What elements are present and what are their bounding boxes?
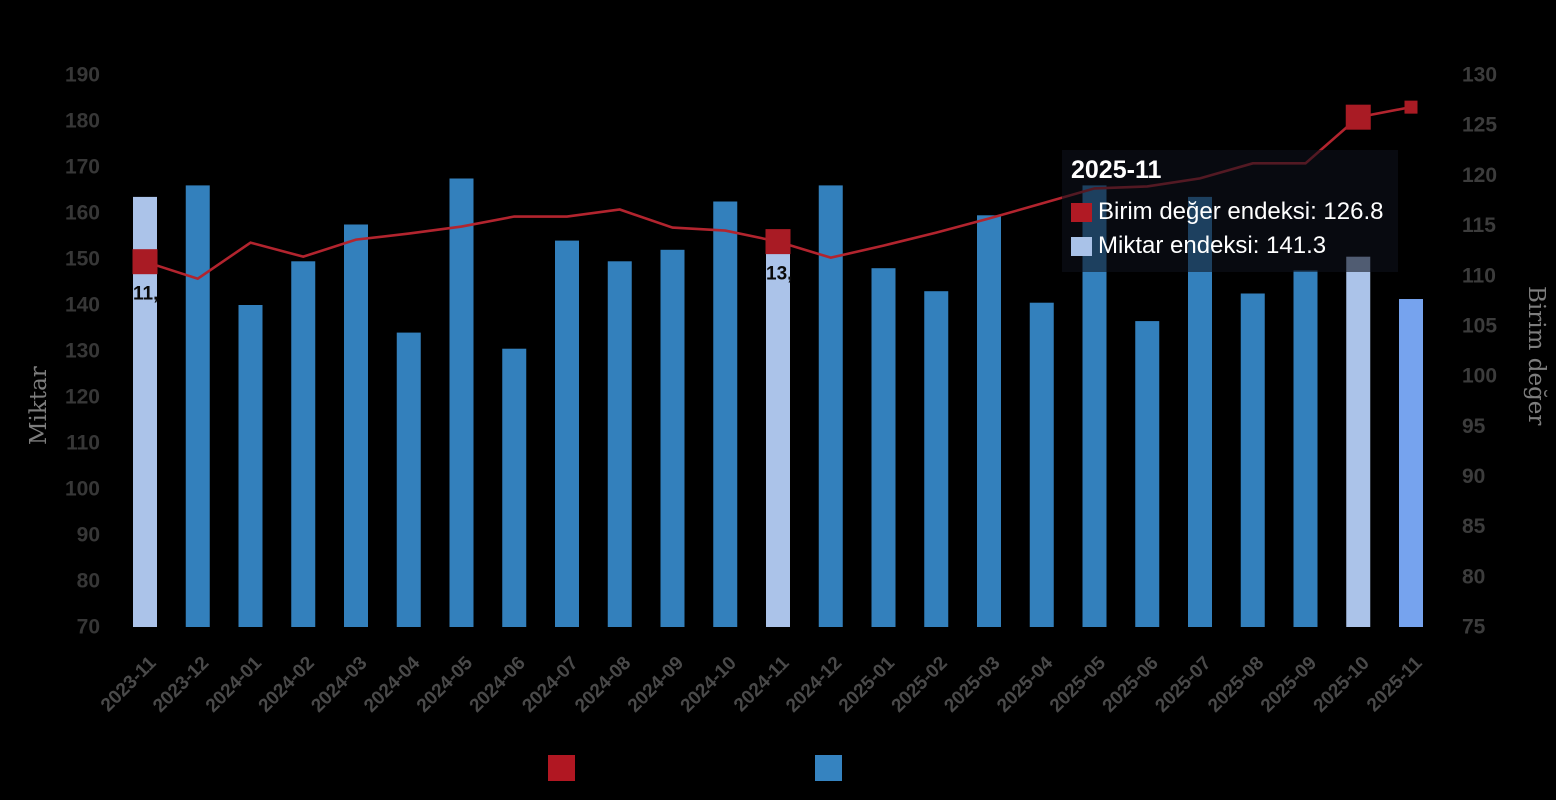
left-axis-tick-label: 170	[65, 156, 100, 179]
bar-2024-06[interactable]	[502, 348, 527, 627]
x-axis-label-2025-07: 2025-07	[1151, 653, 1215, 717]
x-axis-label-2024-12: 2024-12	[782, 653, 846, 717]
x-axis-label-2025-04: 2025-04	[993, 652, 1057, 716]
left-axis-tick-label: 70	[77, 616, 100, 639]
right-axis-tick-label: 105	[1462, 314, 1497, 337]
right-axis-title: Birim değer	[1523, 286, 1549, 426]
bar-2024-12[interactable]	[818, 185, 843, 627]
bar-2023-12[interactable]	[185, 185, 210, 627]
bar-2024-03[interactable]	[344, 224, 368, 628]
x-axis-label-2024-10: 2024-10	[677, 653, 741, 717]
bar-2024-09[interactable]	[660, 249, 685, 628]
bar-2024-07[interactable]	[555, 240, 579, 627]
bar-2025-09[interactable]	[1293, 270, 1318, 628]
x-axis-label-2025-01: 2025-01	[835, 652, 899, 716]
bar-2024-02[interactable]	[291, 261, 316, 627]
bar-2024-08[interactable]	[607, 261, 632, 627]
bar-2024-11[interactable]	[766, 240, 790, 627]
x-axis-label-2025-11: 2025-11	[1363, 652, 1427, 716]
left-axis-tick-label: 120	[65, 386, 100, 409]
bar-2025-01[interactable]	[871, 268, 896, 627]
right-axis-tick-label: 125	[1462, 114, 1497, 137]
x-axis-label-2024-09: 2024-09	[624, 653, 688, 717]
right-axis-tick-label: 130	[1462, 64, 1497, 87]
bar-2025-11[interactable]	[1399, 299, 1423, 627]
right-axis-tick-label: 95	[1462, 415, 1486, 438]
left-axis-tick-label: 140	[65, 294, 100, 317]
x-axis-label-2025-10: 2025-10	[1310, 653, 1374, 717]
line-marker-2025-11[interactable]	[1404, 100, 1418, 114]
right-axis-tick-label: 110	[1462, 264, 1496, 287]
x-axis-label-2024-04: 2024-04	[360, 652, 424, 716]
point-label-2023-11: 11,	[133, 284, 158, 305]
bar-2024-01[interactable]	[238, 305, 263, 627]
x-axis-label-2024-05: 2024-05	[413, 652, 477, 716]
bar-2025-04[interactable]	[1029, 302, 1054, 627]
left-axis-tick-label: 160	[65, 202, 100, 225]
right-axis-tick-label: 85	[1462, 515, 1486, 538]
x-axis-label-2023-12: 2023-12	[149, 653, 213, 717]
x-axis-label-2025-05: 2025-05	[1046, 652, 1110, 716]
x-axis-label-2025-08: 2025-08	[1204, 653, 1268, 717]
right-axis-tick-label: 120	[1462, 164, 1497, 187]
left-axis-tick-label: 130	[65, 340, 100, 363]
x-axis-label-2024-02: 2024-02	[255, 653, 319, 717]
right-axis-tick-label: 90	[1462, 465, 1485, 488]
bar-2025-03[interactable]	[977, 215, 1001, 628]
x-axis-label-2024-07: 2024-07	[518, 653, 582, 717]
x-axis-label-2025-03: 2025-03	[940, 653, 1004, 717]
line-marker-2024-11[interactable]	[765, 229, 791, 255]
x-axis-label-2025-02: 2025-02	[888, 653, 952, 717]
bar-2025-07[interactable]	[1188, 196, 1212, 627]
left-axis-tick-label: 190	[65, 64, 100, 87]
x-axis-label-2024-08: 2024-08	[571, 653, 635, 717]
line-marker-2025-10[interactable]	[1345, 104, 1371, 130]
bar-2025-10[interactable]	[1346, 256, 1371, 627]
left-axis-tick-label: 150	[65, 248, 100, 271]
right-axis-tick-label: 80	[1462, 565, 1485, 588]
left-axis-tick-label: 100	[65, 478, 100, 501]
left-axis-tick-label: 90	[77, 524, 100, 547]
bar-2025-08[interactable]	[1240, 293, 1265, 628]
bar-2024-10[interactable]	[713, 201, 738, 628]
bar-2025-05[interactable]	[1082, 185, 1107, 627]
bar-2024-04[interactable]	[396, 332, 421, 627]
left-axis-tick-label: 110	[66, 432, 100, 455]
right-axis-tick-label: 75	[1462, 616, 1486, 639]
right-axis-tick-label: 100	[1462, 365, 1497, 388]
left-axis-tick-label: 80	[77, 570, 100, 593]
x-axis-label-2023-11: 2023-11	[97, 652, 161, 716]
point-label-2024-11: 13,	[766, 264, 792, 285]
x-axis-label-2024-11: 2024-11	[730, 652, 794, 716]
x-axis-label-2025-06: 2025-06	[1099, 653, 1163, 717]
x-axis-label-2024-01: 2024-01	[202, 652, 266, 716]
bar-2024-05[interactable]	[449, 178, 474, 628]
x-axis-label-2024-06: 2024-06	[466, 653, 530, 717]
right-axis-tick-label: 115	[1462, 214, 1496, 237]
x-axis-label-2025-09: 2025-09	[1257, 653, 1321, 717]
bar-2025-02[interactable]	[924, 291, 949, 627]
legend-swatch-quantity[interactable]	[815, 755, 842, 781]
line-marker-2023-11[interactable]	[132, 249, 158, 275]
x-axis-label-2024-03: 2024-03	[307, 653, 371, 717]
left-axis-title: Miktar	[26, 366, 52, 445]
legend-swatch-unit-value[interactable]	[548, 755, 575, 781]
left-axis-tick-label: 180	[65, 110, 100, 133]
bar-2025-06[interactable]	[1135, 321, 1160, 627]
